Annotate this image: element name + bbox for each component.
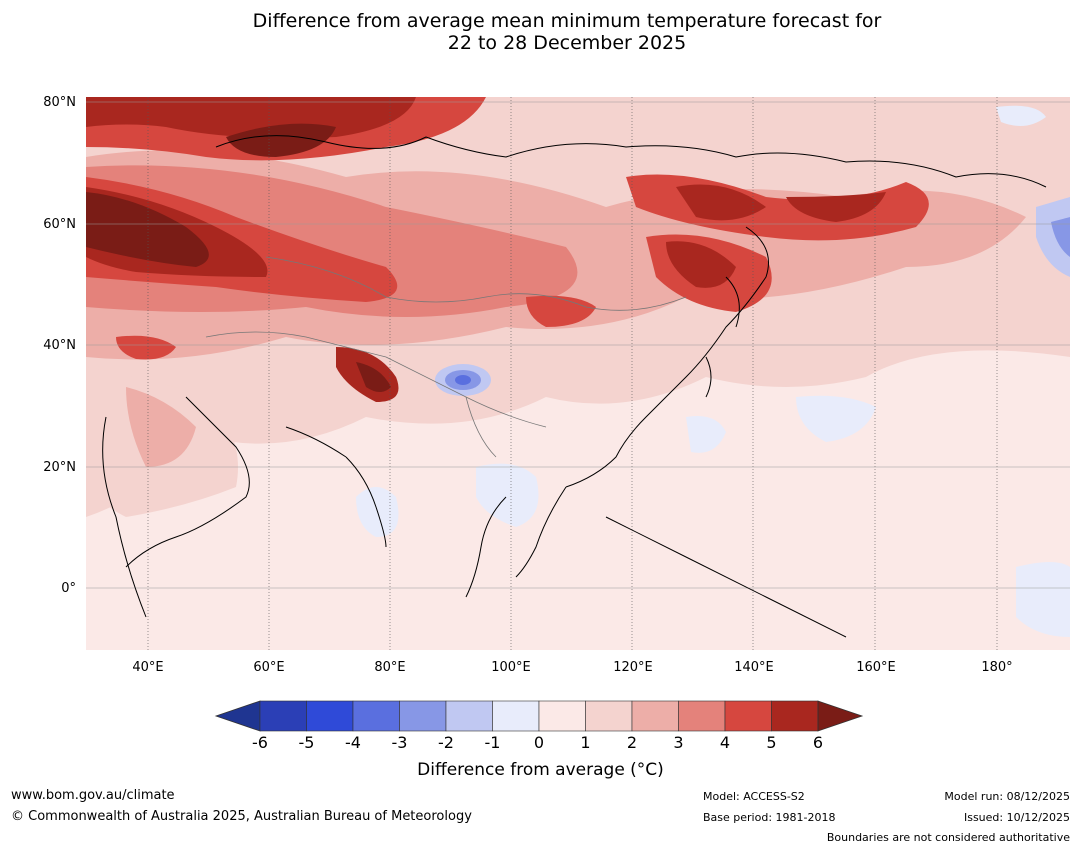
lon-label-60e: 60°E: [253, 660, 285, 675]
copyright-text: © Commonwealth of Australia 2025, Austra…: [11, 809, 472, 824]
colorbar-tick-label: 1: [580, 733, 591, 752]
colorbar-tick-label: -4: [345, 733, 361, 752]
colorbar-segment: [306, 700, 354, 732]
map-title: Difference from average mean minimum tem…: [0, 10, 1081, 54]
colorbar-tick-label: -2: [438, 733, 454, 752]
colorbar-tick-label: -5: [298, 733, 315, 752]
colorbar-segment: [724, 700, 772, 732]
website-link[interactable]: www.bom.gov.au/climate: [11, 788, 175, 803]
colorbar: [214, 700, 864, 732]
title-line-2: 22 to 28 December 2025: [447, 32, 687, 54]
colorbar-tick-label: -6: [252, 733, 268, 752]
model-run-text: Model run: 08/12/2025: [944, 790, 1070, 803]
lon-label-100e: 100°E: [491, 660, 531, 675]
colorbar-tick-label: 4: [719, 733, 731, 752]
colorbar-segment: [399, 700, 447, 732]
colorbar-segment: [445, 700, 493, 732]
colorbar-tick-label: 2: [626, 733, 638, 752]
colorbar-tick-label: 6: [812, 733, 824, 752]
model-text: Model: ACCESS-S2: [703, 790, 805, 803]
colorbar-segment: [631, 700, 679, 732]
colorbar-segment: [259, 700, 307, 732]
colorbar-tick-label: -1: [484, 733, 501, 752]
lat-label-20n: 20°N: [43, 460, 76, 475]
colorbar-segment: [492, 700, 540, 732]
colorbar-tick-label: 5: [766, 733, 777, 752]
colorbar-segment: [678, 700, 726, 732]
lat-label-0: 0°: [61, 581, 76, 596]
colorbar-segment: [538, 700, 586, 732]
disclaimer-text: Boundaries are not considered authoritat…: [826, 831, 1070, 844]
lon-label-180: 180°: [981, 660, 1013, 675]
temperature-anomaly-map: [86, 97, 1070, 650]
lon-label-120e: 120°E: [613, 660, 653, 675]
map-shading: [86, 97, 1070, 650]
issued-text: Issued: 10/12/2025: [963, 811, 1070, 824]
colorbar-segment: [585, 700, 633, 732]
base-period-text: Base period: 1981-2018: [703, 811, 836, 824]
title-line-1: Difference from average mean minimum tem…: [252, 10, 882, 32]
lon-label-40e: 40°E: [132, 660, 164, 675]
colorbar-tick-label: -3: [391, 733, 408, 752]
lat-label-80n: 80°N: [43, 95, 76, 110]
colorbar-tick-label: 3: [673, 733, 684, 752]
colorbar-arrow-high: [817, 700, 864, 732]
lon-label-160e: 160°E: [856, 660, 896, 675]
lon-label-140e: 140°E: [734, 660, 774, 675]
lat-label-60n: 60°N: [43, 217, 76, 232]
colorbar-segment: [352, 700, 400, 732]
colorbar-segment: [771, 700, 819, 732]
colorbar-arrow-low: [214, 700, 261, 732]
lat-label-40n: 40°N: [43, 338, 76, 353]
colorbar-tick-label: 0: [533, 733, 545, 752]
lon-label-80e: 80°E: [374, 660, 406, 675]
colorbar-label: Difference from average (°C): [417, 760, 664, 780]
